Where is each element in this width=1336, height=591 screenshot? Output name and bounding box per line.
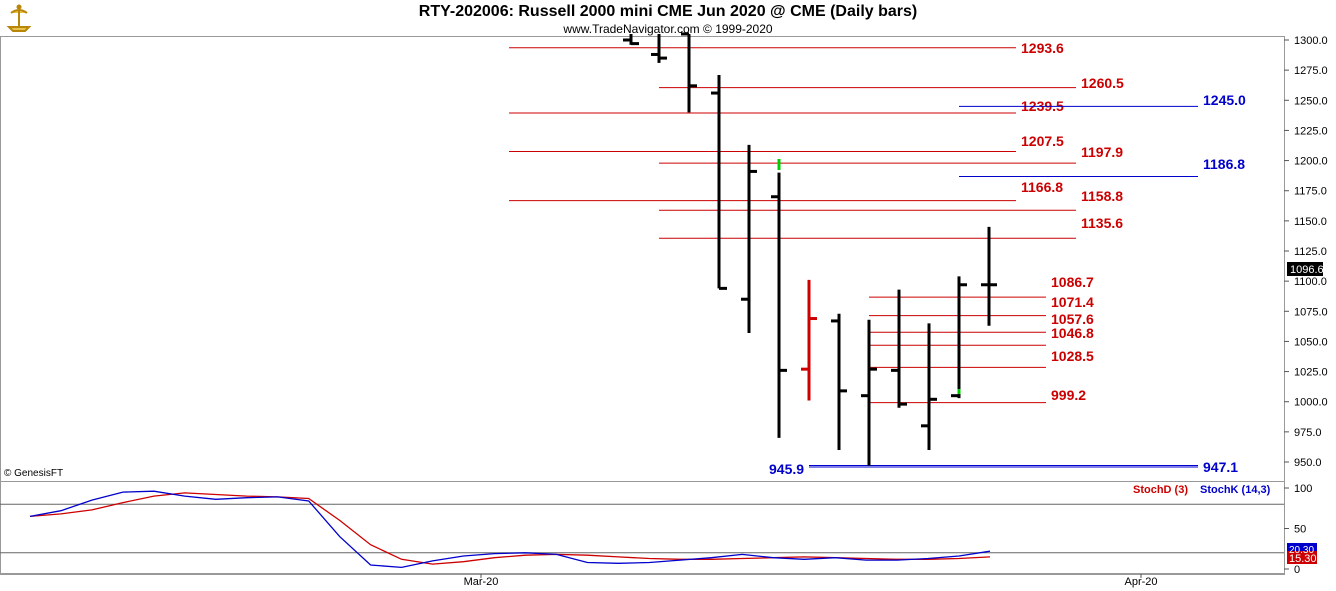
level-label: 1071.4: [1051, 294, 1094, 310]
genesis-logo-icon: [3, 3, 35, 33]
stochd-last-value: 15.30: [1289, 553, 1317, 565]
level-label: 1260.5: [1081, 75, 1124, 91]
y-tick-label: 1050.0: [1294, 336, 1328, 348]
y-tick-label: 1075.0: [1294, 306, 1328, 318]
legend-stochd: StochD (3): [1133, 484, 1188, 496]
x-tick-label: Mar-20: [464, 576, 499, 588]
level-label: 1245.0: [1203, 92, 1246, 108]
level-label: 999.2: [1051, 387, 1086, 403]
chart-subtitle: www.TradeNavigator.com © 1999-2020: [563, 22, 773, 36]
y-tick-label: 1200.0: [1294, 156, 1328, 168]
last-price-box: [1287, 262, 1323, 276]
level-label: 1086.7: [1051, 274, 1094, 290]
y-tick-label: 1100.0: [1294, 276, 1327, 288]
stoch-tick-label: 50: [1294, 524, 1306, 536]
level-label: 1166.8: [1021, 179, 1063, 195]
y-tick-label: 975.0: [1294, 427, 1322, 439]
y-tick-label: 1175.0: [1294, 186, 1327, 198]
stochd-value-box: [1287, 551, 1317, 564]
y-tick-label: 1250.0: [1294, 95, 1328, 107]
x-tick-label: Apr-20: [1124, 576, 1157, 588]
level-label: 1135.6: [1081, 215, 1123, 231]
y-tick-label: 1300.0: [1294, 35, 1328, 47]
copyright-label: © GenesisFT: [4, 468, 64, 479]
level-label: 1197.9: [1081, 144, 1123, 160]
level-label: 1158.8: [1081, 188, 1123, 204]
y-tick-label: 1225.0: [1294, 125, 1328, 137]
level-label: 1057.6: [1051, 311, 1094, 327]
level-label: 1046.8: [1051, 325, 1094, 341]
stoch-tick-label: 0: [1294, 564, 1300, 576]
y-tick-label: 1000.0: [1294, 397, 1328, 409]
legend-stochk: StochK (14,3): [1200, 484, 1271, 496]
stoch-series-line: [29, 490, 991, 569]
price-panel-frame: [0, 36, 1285, 482]
level-label: 1028.5: [1051, 348, 1094, 364]
last-price-label: 1096.6: [1290, 264, 1324, 276]
level-label: 1207.5: [1021, 133, 1064, 149]
level-label: 947.1: [1203, 459, 1238, 475]
level-label: 1186.8: [1203, 156, 1245, 172]
stochk-last-value: 20.30: [1289, 545, 1314, 556]
chart-title: RTY-202006: Russell 2000 mini CME Jun 20…: [418, 3, 918, 20]
stoch-tick-label: 100: [1294, 483, 1312, 495]
level-label: 945.9: [769, 461, 804, 477]
level-label: 1293.6: [1021, 40, 1064, 56]
stoch-panel-frame: [0, 481, 1285, 574]
y-tick-label: 1150.0: [1294, 216, 1327, 228]
y-tick-label: 950.0: [1294, 457, 1322, 469]
stochk-value-box: [1287, 543, 1317, 554]
y-tick-label: 1025.0: [1294, 367, 1328, 379]
y-tick-label: 1125.0: [1294, 246, 1327, 258]
y-tick-label: 1275.0: [1294, 65, 1328, 77]
